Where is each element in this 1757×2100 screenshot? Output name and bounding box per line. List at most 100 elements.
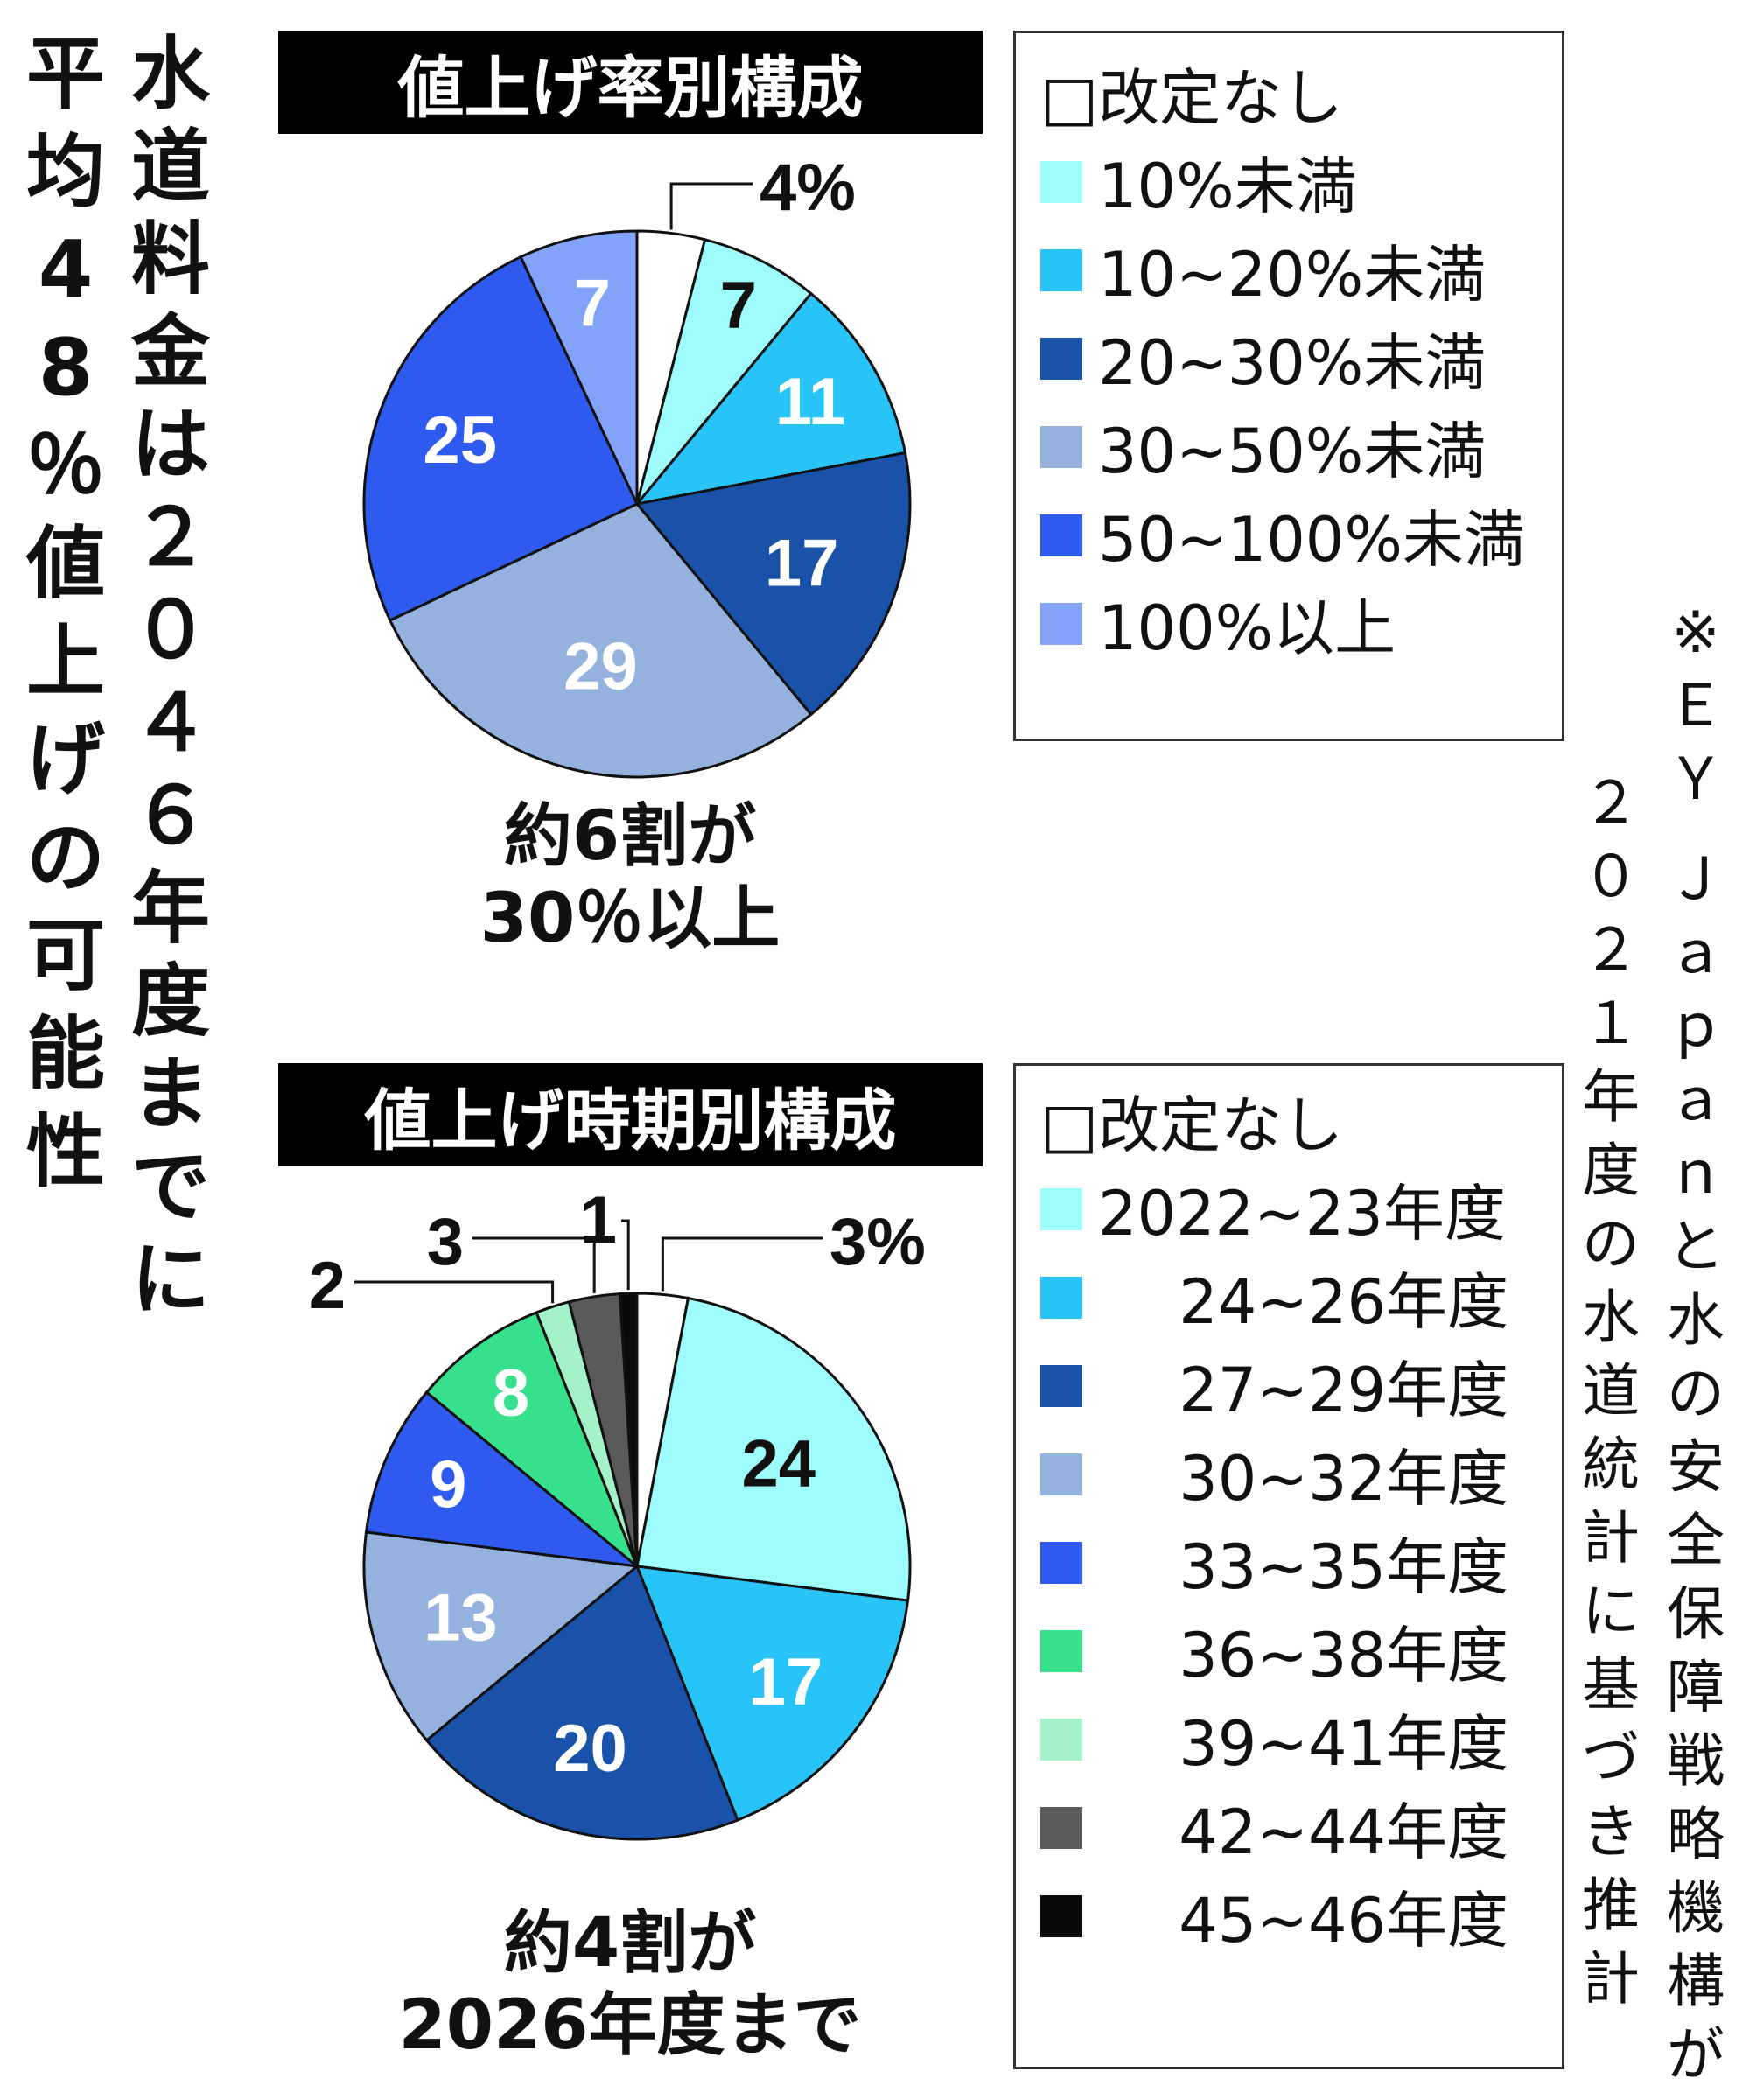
timing-chart-legend: □改定なし 2022~23年度 24~26年度 27~29年度 30~32年度 3… <box>1013 1063 1564 2069</box>
legend-item: 2022~23年度 <box>1016 1165 1562 1253</box>
main-title-char: 度 <box>131 956 210 1047</box>
slice-value-label: 3% <box>830 1205 926 1279</box>
subtitle-char: 均 <box>26 126 105 218</box>
source-note-line-1-char: ａ <box>1667 919 1725 986</box>
source-note-line-2-char: き <box>1582 1798 1640 1866</box>
pie-slice <box>362 255 639 622</box>
subtitle-char: げ <box>26 714 105 806</box>
subtitle-char: 能 <box>26 1008 105 1100</box>
legend-item: 10~20%未満 <box>1016 226 1562 314</box>
legend-item: 36~38年度 <box>1016 1606 1562 1695</box>
legend-swatch <box>1040 1364 1082 1407</box>
legend-item: 45~46年度 <box>1016 1872 1562 1960</box>
legend-item: □改定なし <box>1016 49 1562 137</box>
legend-label: 100%以上 <box>1098 592 1396 664</box>
source-note-line-2-char: に <box>1582 1578 1640 1645</box>
legend-item: 39~41年度 <box>1016 1695 1562 1783</box>
legend-item: 42~44年度 <box>1016 1783 1562 1872</box>
source-note-line-1-char: と <box>1667 1213 1725 1280</box>
legend-label: 39~41年度 <box>1098 1708 1509 1780</box>
subtitle-char: 性 <box>26 1106 105 1198</box>
legend-item: 24~26年度 <box>1016 1253 1562 1341</box>
slice-value-label: 24 <box>742 1426 816 1501</box>
subtitle-char: 可 <box>26 910 105 1002</box>
subtitle-char: の <box>26 812 105 904</box>
source-note-line-2-char: 度 <box>1582 1137 1640 1204</box>
source-note-line-2-char: 年 <box>1582 1063 1640 1130</box>
pie-slice <box>424 1564 739 1841</box>
source-note-line-2-char: 水 <box>1582 1284 1640 1351</box>
subtitle-char: 値 <box>26 518 105 610</box>
pie-slice <box>388 502 813 779</box>
main-title-char: 年 <box>131 863 210 955</box>
source-note-line-2-char: 計 <box>1582 1945 1640 2012</box>
pie-slice <box>635 1296 912 1602</box>
source-note-line-1-char: 戦 <box>1667 1727 1725 1795</box>
leader-line <box>354 1280 555 1304</box>
slice-value-label: 7 <box>574 267 611 341</box>
source-note-line-1-char: 水 <box>1667 1286 1725 1354</box>
source-note-line-2-char: 統 <box>1582 1431 1640 1498</box>
legend-item: 100%以上 <box>1016 579 1562 668</box>
legend-swatch <box>1040 1452 1082 1495</box>
legend-item: 10%未満 <box>1016 137 1562 226</box>
source-note-line-2-char: １ <box>1582 990 1640 1057</box>
legend-label: 33~35年度 <box>1098 1531 1509 1603</box>
legend-item: 30~32年度 <box>1016 1430 1562 1518</box>
legend-label: □改定なし <box>1040 1089 1344 1161</box>
source-note-line-1-char: 構 <box>1667 1948 1725 2015</box>
source-note-line-1-char: 障 <box>1667 1654 1725 1721</box>
legend-swatch <box>1040 1806 1082 1849</box>
slice-value-label: 8 <box>493 1356 529 1431</box>
subtitle-char: 4 <box>38 224 94 316</box>
legend-label: 27~29年度 <box>1098 1354 1509 1426</box>
pie-slice <box>634 1564 910 1823</box>
slice-value-label: 1 <box>580 1183 617 1257</box>
legend-item: 50~100%未満 <box>1016 491 1562 579</box>
source-note-line-1-char: Ｅ <box>1667 672 1725 739</box>
legend-label: 36~38年度 <box>1098 1620 1509 1691</box>
legend-item: 30~50%未満 <box>1016 402 1562 491</box>
legend-swatch <box>1040 1187 1082 1230</box>
main-title-char: ま <box>131 1048 210 1140</box>
legend-swatch <box>1040 1894 1082 1937</box>
slice-value-label: 4% <box>760 150 856 225</box>
legend-label: 2022~23年度 <box>1098 1178 1506 1250</box>
legend-label: □改定なし <box>1040 62 1344 134</box>
subtitle-char: 8 <box>38 322 94 414</box>
source-note-line-1-char: 全 <box>1667 1507 1725 1574</box>
legend-item: 33~35年度 <box>1016 1518 1562 1606</box>
legend-swatch <box>1040 248 1082 291</box>
slice-value-label: 29 <box>564 629 638 704</box>
source-note-line-1-char: 保 <box>1667 1580 1725 1648</box>
pie-slice <box>618 1292 639 1567</box>
legend-swatch <box>1040 602 1082 645</box>
source-note-line-2-char: ２ <box>1582 916 1640 984</box>
source-note-line-2-char: 基 <box>1582 1651 1640 1718</box>
source-note-line-2-char: ０ <box>1582 843 1640 910</box>
legend-item: □改定なし <box>1016 1076 1562 1165</box>
slice-value-label: 7 <box>720 269 757 343</box>
source-note-line-1-char: 略 <box>1667 1801 1725 1868</box>
source-note-line-1-char: ａ <box>1667 1066 1725 1133</box>
source-note-line-1-char: ｐ <box>1667 992 1725 1060</box>
legend-swatch <box>1040 1541 1082 1584</box>
subtitle-char: 平 <box>26 28 105 120</box>
legend-swatch <box>1040 425 1082 468</box>
source-note-line-1-char: が <box>1667 2021 1725 2089</box>
main-title-char: ４ <box>131 677 210 769</box>
main-title-char: 道 <box>131 121 210 213</box>
source-note-line-2-char: 推 <box>1582 1872 1640 1939</box>
rate-chart-legend: □改定なし 10%未満 10~20%未満 20~30%未満 30~50%未満 50~100… <box>1013 31 1564 741</box>
main-title-char: 水 <box>131 28 210 120</box>
pie-slice <box>364 1390 641 1569</box>
main-title-char: ２ <box>131 492 210 584</box>
main-title-char: ０ <box>131 584 210 676</box>
main-title-char: ６ <box>131 770 210 862</box>
slice-value-label: 2 <box>309 1249 346 1323</box>
timing-caption-line-2: 2026年度まで <box>398 1985 862 2065</box>
